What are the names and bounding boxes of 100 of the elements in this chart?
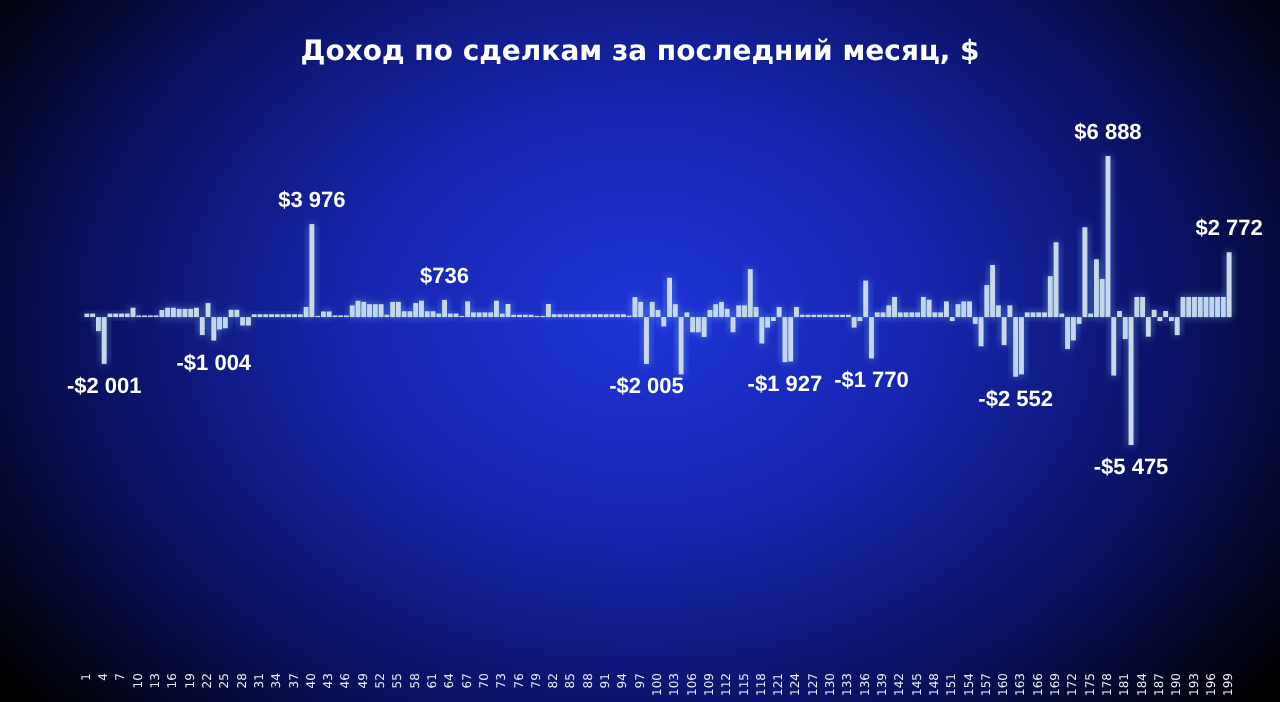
bar: [649, 301, 655, 318]
bar: [961, 301, 967, 318]
bar: [245, 317, 251, 326]
bar: [1134, 296, 1140, 318]
bar: [1192, 296, 1197, 318]
bar: [667, 277, 672, 318]
bar: [545, 303, 551, 318]
bar: [747, 269, 753, 318]
bar: [644, 317, 649, 364]
bar: [228, 309, 234, 318]
bar: [724, 308, 730, 318]
bar: [701, 317, 707, 337]
bar: [713, 304, 719, 318]
bar: [361, 301, 367, 318]
bar: [494, 300, 499, 318]
bar: [1065, 317, 1071, 350]
bar: [1209, 296, 1215, 318]
bar: [407, 311, 413, 318]
bar: [194, 307, 199, 318]
bar: [1013, 317, 1019, 377]
bar: [1093, 259, 1099, 318]
bar: [395, 301, 401, 318]
bar: [851, 317, 857, 328]
data-label: $736: [420, 264, 470, 289]
bar: [413, 303, 419, 318]
bar: [794, 307, 799, 318]
bar: [1163, 310, 1169, 318]
bar: [638, 301, 644, 318]
bar: [1001, 317, 1007, 346]
bar: [719, 301, 724, 318]
bar: [759, 317, 765, 344]
chart-title: Доход по сделкам за последний месяц, $: [300, 36, 980, 68]
bar: [211, 317, 217, 341]
bar: [165, 307, 171, 318]
bar: [390, 301, 396, 318]
data-label: -$1 927: [747, 373, 823, 398]
bar: [678, 317, 684, 375]
data-label: $2 772: [1195, 217, 1263, 242]
bar: [1036, 312, 1042, 318]
bar: [909, 312, 915, 318]
bar: [690, 317, 696, 333]
bar: [176, 308, 182, 318]
bar: [943, 301, 949, 318]
bar: [1018, 317, 1024, 375]
bar: [661, 317, 667, 327]
data-label: -$1 770: [834, 369, 909, 394]
bar: [101, 317, 107, 364]
bar: [978, 317, 984, 347]
data-label: -$2 001: [66, 374, 142, 399]
bar: [892, 296, 897, 318]
bar: [776, 307, 782, 318]
bar: [320, 311, 326, 318]
data-label: -$5 475: [1093, 456, 1169, 481]
bar: [465, 301, 471, 318]
bar: [1226, 252, 1232, 318]
bar: [736, 305, 742, 318]
bar: [367, 304, 373, 318]
bar: [863, 280, 869, 318]
bar: [869, 317, 874, 359]
bar: [1117, 310, 1122, 318]
bar: [1215, 296, 1221, 318]
data-label: -$2 552: [978, 387, 1053, 412]
bar: [188, 308, 194, 318]
bar: [707, 310, 713, 318]
data-label: -$2 005: [609, 374, 684, 399]
bar: [886, 305, 892, 318]
bar: [170, 307, 176, 318]
data-label: $3 976: [278, 189, 346, 214]
bar: [1024, 312, 1030, 318]
bar: [1186, 296, 1192, 318]
bar: [967, 301, 972, 318]
bar: [1145, 317, 1151, 337]
bar: [684, 312, 690, 318]
bar: [990, 264, 996, 318]
bar: [782, 317, 788, 363]
data-label: -$1 004: [176, 351, 253, 376]
bar: [788, 317, 794, 362]
bar: [442, 299, 447, 318]
bar: [695, 317, 701, 333]
bar: [372, 304, 378, 318]
bar: [874, 312, 880, 318]
bar: [1197, 296, 1203, 318]
bar: [349, 305, 355, 318]
bar: [326, 311, 332, 318]
bar: [1174, 317, 1180, 336]
bar: [903, 312, 909, 318]
bar: [159, 310, 165, 318]
data-label: $6 888: [1074, 121, 1142, 145]
bar: [1070, 317, 1076, 341]
bar: [240, 317, 246, 326]
bar: [1111, 317, 1117, 376]
bar: [1151, 309, 1157, 318]
bar: [920, 296, 926, 318]
bar: [419, 300, 424, 318]
bar: [926, 299, 932, 318]
bar: [476, 312, 482, 318]
bar: [309, 224, 315, 318]
bar: [1053, 242, 1059, 318]
bar: [222, 317, 228, 329]
bar: [632, 297, 638, 318]
